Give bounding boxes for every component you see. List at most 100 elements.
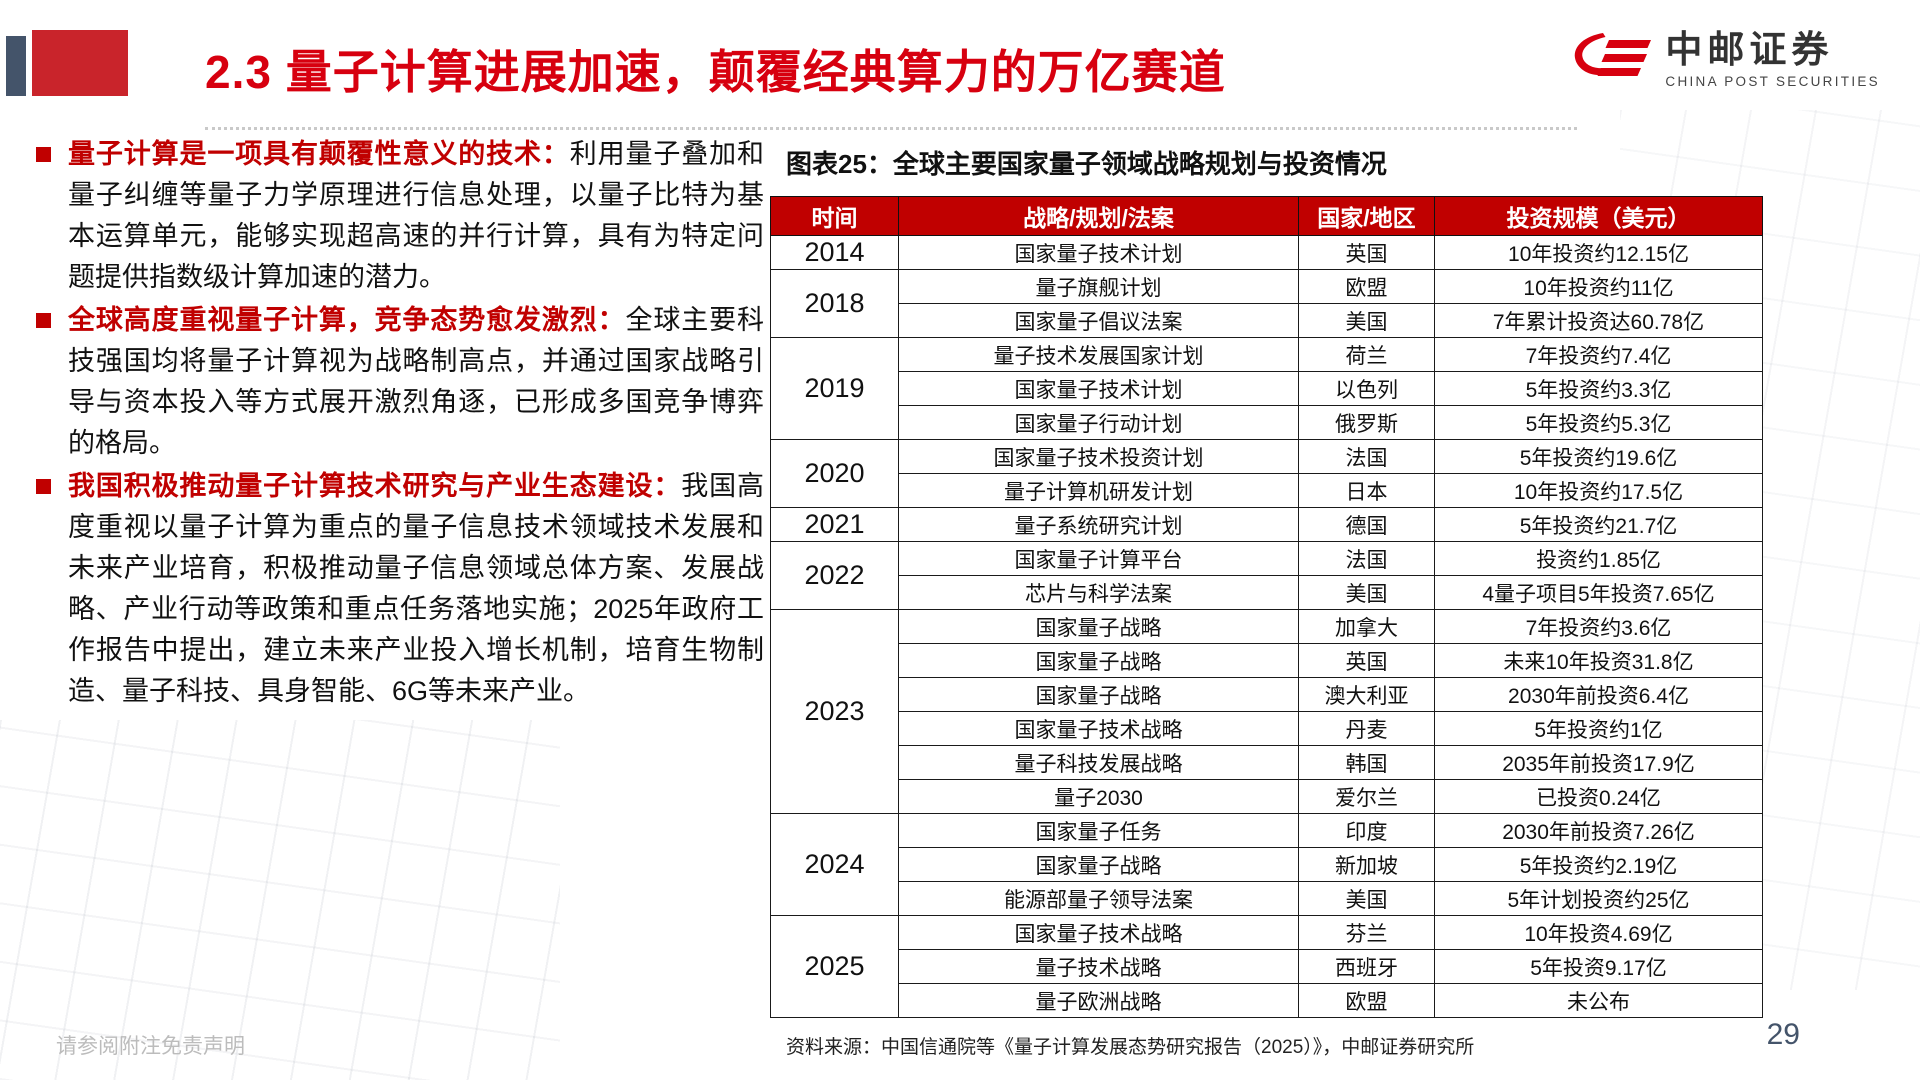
region-cell: 西班牙 (1298, 949, 1435, 984)
plan-cell: 能源部量子领导法案 (898, 881, 1299, 916)
table-row: 国家量子战略 新加坡 5年投资约2.19亿 (771, 847, 1763, 882)
region-cell: 英国 (1298, 235, 1435, 270)
investment-cell: 10年投资约12.15亿 (1434, 235, 1763, 270)
table-row: 2022 国家量子计算平台 法国 投资约1.85亿 (770, 541, 1763, 610)
investment-cell: 10年投资约11亿 (1434, 269, 1763, 304)
region-cell: 英国 (1298, 643, 1435, 678)
title-decoration-dark-bar (6, 36, 26, 96)
region-cell: 美国 (1298, 881, 1435, 916)
bullet-lead: 全球高度重视量子计算，竞争态势愈发激烈： (68, 305, 626, 335)
plan-cell: 量子欧洲战略 (898, 983, 1299, 1018)
table-row: 量子科技发展战略 韩国 2035年前投资17.9亿 (771, 745, 1763, 780)
investment-cell: 10年投资约17.5亿 (1434, 473, 1763, 508)
year-cell: 2025 (770, 915, 899, 1018)
year-cell: 2021 (770, 507, 899, 542)
plan-cell: 国家量子行动计划 (898, 405, 1299, 440)
region-cell: 德国 (1298, 507, 1435, 542)
investment-cell: 2030年前投资7.26亿 (1434, 813, 1763, 848)
plan-cell: 量子2030 (898, 779, 1299, 814)
region-cell: 加拿大 (1298, 609, 1435, 644)
title-decoration-red-block (32, 30, 128, 96)
investment-cell: 投资约1.85亿 (1434, 541, 1763, 576)
plan-cell: 量子科技发展战略 (898, 745, 1299, 780)
table-row: 2019 量子技术发展国家计划 荷兰 7年投资约7.4亿 (770, 337, 1763, 440)
region-cell: 爱尔兰 (1298, 779, 1435, 814)
bullet-lead: 我国积极推动量子计算技术研究与产业生态建设： (68, 471, 682, 501)
bullet-item-2: 全球高度重视量子计算，竞争态势愈发激烈：全球主要科技强国均将量子计算视为战略制高… (36, 300, 764, 464)
year-cell: 2019 (770, 337, 899, 440)
logo-text: 中邮证券 CHINA POST SECURITIES (1665, 29, 1880, 90)
table-row: 量子2030 爱尔兰 已投资0.24亿 (771, 779, 1763, 814)
region-cell: 欧盟 (1298, 983, 1435, 1018)
footer-disclaimer: 请参阅附注免责声明 (56, 1035, 245, 1058)
table-row: 国家量子战略 英国 未来10年投资31.8亿 (771, 643, 1763, 678)
plan-cell: 国家量子技术战略 (898, 711, 1299, 746)
logo-name-en: CHINA POST SECURITIES (1665, 74, 1880, 90)
plan-cell: 芯片与科学法案 (898, 575, 1299, 610)
region-cell: 俄罗斯 (1298, 405, 1435, 440)
column-header: 国家/地区 (1298, 196, 1435, 236)
company-logo: 中邮证券 CHINA POST SECURITIES (1569, 28, 1880, 92)
plan-cell: 国家量子计算平台 (898, 541, 1299, 576)
region-cell: 丹麦 (1298, 711, 1435, 746)
plan-cell: 国家量子技术计划 (898, 235, 1299, 270)
plan-cell: 量子旗舰计划 (898, 269, 1299, 304)
plan-cell: 国家量子技术计划 (898, 371, 1299, 406)
table-row: 量子计算机研发计划 日本 10年投资约17.5亿 (771, 473, 1763, 508)
investment-table: 时间 战略/规划/法案 国家/地区 投资规模（美元） 2014 国家量子技术计划 英国 10… (770, 196, 1763, 1018)
investment-cell: 5年投资约19.6亿 (1434, 439, 1763, 474)
bullet-item-1: 量子计算是一项具有颠覆性意义的技术：利用量子叠加和量子纠缠等量子力学原理进行信息… (36, 134, 764, 298)
plan-cell: 国家量子倡议法案 (898, 303, 1299, 338)
bullet-square-icon (36, 313, 51, 328)
region-cell: 新加坡 (1298, 847, 1435, 882)
bullet-list: 量子计算是一项具有颠覆性意义的技术：利用量子叠加和量子纠缠等量子力学原理进行信息… (36, 134, 764, 714)
table-row: 量子技术战略 西班牙 5年投资9.17亿 (771, 949, 1763, 984)
table-row: 芯片与科学法案 美国 4量子项目5年投资7.65亿 (771, 575, 1763, 610)
plan-cell: 国家量子技术投资计划 (898, 439, 1299, 474)
year-cell: 2024 (770, 813, 899, 916)
year-cell: 2014 (770, 235, 899, 270)
investment-cell: 5年投资约5.3亿 (1434, 405, 1763, 440)
region-cell: 法国 (1298, 439, 1435, 474)
region-cell: 美国 (1298, 575, 1435, 610)
table-row: 能源部量子领导法案 美国 5年计划投资约25亿 (771, 881, 1763, 916)
investment-cell: 2035年前投资17.9亿 (1434, 745, 1763, 780)
investment-cell: 10年投资4.69亿 (1434, 915, 1763, 950)
plan-cell: 国家量子技术战略 (898, 915, 1299, 950)
region-cell: 韩国 (1298, 745, 1435, 780)
region-cell: 日本 (1298, 473, 1435, 508)
investment-cell: 5年计划投资约25亿 (1434, 881, 1763, 916)
region-cell: 以色列 (1298, 371, 1435, 406)
investment-cell: 7年投资约7.4亿 (1434, 337, 1763, 372)
table-row: 国家量子技术计划 以色列 5年投资约3.3亿 (771, 371, 1763, 406)
investment-cell: 5年投资约1亿 (1434, 711, 1763, 746)
plan-cell: 量子技术战略 (898, 949, 1299, 984)
bullet-item-3: 我国积极推动量子计算技术研究与产业生态建设：我国高度重视以量子计算为重点的量子信… (36, 466, 764, 712)
plan-cell: 国家量子战略 (898, 847, 1299, 882)
investment-cell: 5年投资9.17亿 (1434, 949, 1763, 984)
investment-cell: 未来10年投资31.8亿 (1434, 643, 1763, 678)
column-header: 时间 (770, 196, 899, 236)
table-row: 国家量子倡议法案 美国 7年累计投资达60.78亿 (771, 303, 1763, 338)
plan-cell: 国家量子任务 (898, 813, 1299, 848)
page-number: 29 (1766, 1018, 1800, 1051)
investment-cell: 已投资0.24亿 (1434, 779, 1763, 814)
table-header-row: 时间 战略/规划/法案 国家/地区 投资规模（美元） (770, 196, 1763, 236)
title-divider (205, 127, 1577, 130)
column-header: 战略/规划/法案 (898, 196, 1299, 236)
table-row: 国家量子战略 澳大利亚 2030年前投资6.4亿 (771, 677, 1763, 712)
table-row: 2014 国家量子技术计划 英国 10年投资约12.15亿 (770, 235, 1763, 270)
table-row: 2018 量子旗舰计划 欧盟 10年投资约11亿 (770, 269, 1763, 338)
logo-name-cn: 中邮证券 (1665, 29, 1834, 71)
plan-cell: 量子技术发展国家计划 (898, 337, 1299, 372)
year-cell: 2018 (770, 269, 899, 338)
source-note: 资料来源：中国信通院等《量子计算发展态势研究报告（2025）》，中邮证券研究所 (786, 1037, 1475, 1058)
region-cell: 美国 (1298, 303, 1435, 338)
figure-title: 图表25：全球主要国家量子领域战略规划与投资情况 (786, 149, 1387, 179)
region-cell: 芬兰 (1298, 915, 1435, 950)
bullet-square-icon (36, 479, 51, 494)
china-post-securities-logo-icon (1575, 33, 1652, 76)
investment-cell: 4量子项目5年投资7.65亿 (1434, 575, 1763, 610)
table-row: 2023 国家量子战略 加拿大 7年投资约3.6亿 (770, 609, 1763, 814)
